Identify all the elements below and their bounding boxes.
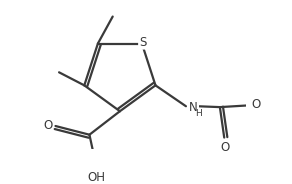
Text: O: O <box>43 119 52 132</box>
Text: O: O <box>220 141 230 154</box>
Text: S: S <box>139 36 147 49</box>
Text: O: O <box>252 98 261 111</box>
Text: H: H <box>196 109 202 118</box>
Text: N: N <box>189 102 198 114</box>
Text: OH: OH <box>87 171 105 184</box>
